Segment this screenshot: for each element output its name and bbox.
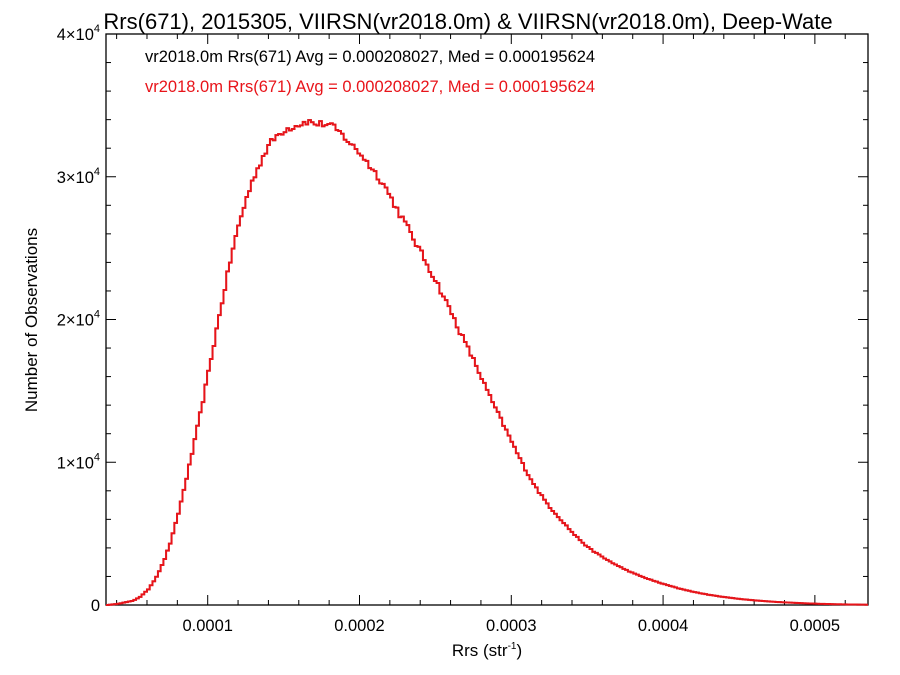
x-tick-label: 0.0003: [486, 617, 536, 635]
y-tick-exponent: 4: [94, 23, 100, 35]
y-tick-mantissa: 0: [91, 597, 100, 615]
x-axis-ticks: 0.0001 0.0002 0.0003 0.0004 0.0005: [116, 34, 846, 635]
chart-title: Rrs(671), 2015305, VIIRSN(vr2018.0m) & V…: [103, 9, 832, 34]
y-tick-label: 0: [91, 597, 100, 615]
x-axis-label-superscript: -1: [508, 641, 517, 652]
y-tick-mantissa: 2×10: [57, 312, 94, 330]
y-tick-label: 3×104: [57, 166, 100, 187]
x-tick-label: 0.0002: [334, 617, 384, 635]
legend-entry-1: vr2018.0m Rrs(671) Avg = 0.000208027, Me…: [145, 48, 595, 66]
y-tick-mantissa: 3×10: [57, 169, 94, 187]
x-axis-label: Rrs (str-1): [452, 641, 522, 660]
series-layer: [106, 119, 868, 606]
y-tick-mantissa: 1×10: [57, 454, 94, 472]
legend-entry-2: vr2018.0m Rrs(671) Avg = 0.000208027, Me…: [145, 78, 595, 96]
x-axis-label-text: Rrs (str: [452, 641, 508, 660]
y-tick-exponent: 4: [94, 309, 100, 321]
x-axis-label-suffix: ): [516, 641, 522, 660]
y-axis-label: Number of Observations: [22, 228, 41, 412]
y-tick-label: 1×104: [57, 451, 100, 472]
y-tick-mantissa: 4×10: [57, 26, 94, 44]
y-tick-exponent: 4: [94, 166, 100, 178]
x-tick-label: 0.0001: [182, 617, 232, 635]
x-tick-label: 0.0004: [638, 617, 688, 635]
y-tick-exponent: 4: [94, 451, 100, 463]
series-line-2: [106, 119, 868, 606]
y-tick-label: 4×104: [57, 23, 100, 44]
y-tick-label: 2×104: [57, 309, 100, 330]
x-tick-label: 0.0005: [790, 617, 840, 635]
